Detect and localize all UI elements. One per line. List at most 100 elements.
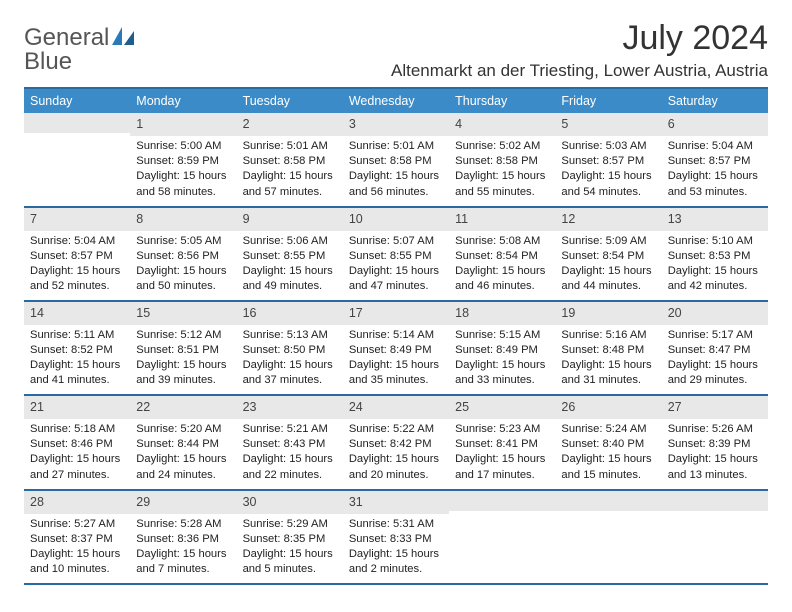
- daylight-text: Daylight: 15 hours and 50 minutes.: [136, 264, 230, 294]
- day-number: 30: [237, 491, 343, 514]
- day-number: 31: [343, 491, 449, 514]
- day-number: 12: [555, 208, 661, 231]
- brand-logo: General Blue: [24, 26, 134, 74]
- calendar-day: 27 Sunrise: 5:26 AMSunset: 8:39 PMDayligh…: [662, 396, 768, 488]
- day-number: 15: [130, 302, 236, 325]
- sunset-text: Sunset: 8:51 PM: [136, 343, 230, 358]
- sunset-text: Sunset: 8:49 PM: [455, 343, 549, 358]
- sunrise-text: Sunrise: 5:26 AM: [668, 422, 762, 437]
- calendar-day: [449, 491, 555, 583]
- daylight-text: Daylight: 15 hours and 10 minutes.: [30, 547, 124, 577]
- day-number: 8: [130, 208, 236, 231]
- day-number: 27: [662, 396, 768, 419]
- calendar-day: [555, 491, 661, 583]
- sunset-text: Sunset: 8:40 PM: [561, 437, 655, 452]
- day-details: Sunrise: 5:18 AMSunset: 8:46 PMDaylight:…: [24, 422, 130, 482]
- day-details: Sunrise: 5:05 AMSunset: 8:56 PMDaylight:…: [130, 234, 236, 294]
- calendar-day: [662, 491, 768, 583]
- daylight-text: Daylight: 15 hours and 46 minutes.: [455, 264, 549, 294]
- day-details: Sunrise: 5:23 AMSunset: 8:41 PMDaylight:…: [449, 422, 555, 482]
- sunset-text: Sunset: 8:54 PM: [455, 249, 549, 264]
- day-number: 19: [555, 302, 661, 325]
- calendar-day: 19Sunrise: 5:16 AMSunset: 8:48 PMDayligh…: [555, 302, 661, 394]
- day-number: 28: [24, 491, 130, 514]
- daylight-text: Daylight: 15 hours and 17 minutes.: [455, 452, 549, 482]
- sunrise-text: Sunrise: 5:10 AM: [668, 234, 762, 249]
- day-number: 9: [237, 208, 343, 231]
- sunset-text: Sunset: 8:42 PM: [349, 437, 443, 452]
- sunrise-text: Sunrise: 5:06 AM: [243, 234, 337, 249]
- calendar-day: 10 Sunrise: 5:07 AMSunset: 8:55 PMDayligh…: [343, 208, 449, 300]
- day-number: 29: [130, 491, 236, 514]
- calendar-day: 2Sunrise: 5:01 AMSunset: 8:58 PMDaylight…: [237, 113, 343, 205]
- brand-text-2: Blue: [24, 48, 72, 75]
- calendar-day: 21Sunrise: 5:18 AMSunset: 8:46 PMDayligh…: [24, 396, 130, 488]
- daylight-text: Daylight: 15 hours and 53 minutes.: [668, 169, 762, 199]
- daylight-text: Daylight: 15 hours and 52 minutes.: [30, 264, 124, 294]
- location-text: Altenmarkt an der Triesting, Lower Austr…: [391, 61, 768, 81]
- daylight-text: Daylight: 15 hours and 49 minutes.: [243, 264, 337, 294]
- calendar-day: 30Sunrise: 5:29 AMSunset: 8:35 PMDayligh…: [237, 491, 343, 583]
- calendar-week: 28Sunrise: 5:27 AMSunset: 8:37 PMDayligh…: [24, 491, 768, 585]
- dow-wednesday: Wednesday: [343, 89, 449, 113]
- day-number: 7: [24, 208, 130, 231]
- sunrise-text: Sunrise: 5:04 AM: [668, 139, 762, 154]
- sunrise-text: Sunrise: 5:15 AM: [455, 328, 549, 343]
- sunset-text: Sunset: 8:59 PM: [136, 154, 230, 169]
- calendar-day: 31Sunrise: 5:31 AMSunset: 8:33 PMDayligh…: [343, 491, 449, 583]
- calendar-day: 23Sunrise: 5:21 AMSunset: 8:43 PMDayligh…: [237, 396, 343, 488]
- daylight-text: Daylight: 15 hours and 56 minutes.: [349, 169, 443, 199]
- sunrise-text: Sunrise: 5:28 AM: [136, 517, 230, 532]
- day-number: [24, 113, 130, 133]
- day-number: 22: [130, 396, 236, 419]
- sunset-text: Sunset: 8:46 PM: [30, 437, 124, 452]
- sunset-text: Sunset: 8:35 PM: [243, 532, 337, 547]
- calendar-week: 14Sunrise: 5:11 AMSunset: 8:52 PMDayligh…: [24, 302, 768, 396]
- day-number: 26: [555, 396, 661, 419]
- calendar-week: 1Sunrise: 5:00 AMSunset: 8:59 PMDaylight…: [24, 113, 768, 207]
- day-number: 10: [343, 208, 449, 231]
- calendar-day: [24, 113, 130, 205]
- day-details: Sunrise: 5:22 AMSunset: 8:42 PMDaylight:…: [343, 422, 449, 482]
- sunrise-text: Sunrise: 5:20 AM: [136, 422, 230, 437]
- daylight-text: Daylight: 15 hours and 5 minutes.: [243, 547, 337, 577]
- sunrise-text: Sunrise: 5:08 AM: [455, 234, 549, 249]
- daylight-text: Daylight: 15 hours and 57 minutes.: [243, 169, 337, 199]
- day-number: 17: [343, 302, 449, 325]
- sunrise-text: Sunrise: 5:02 AM: [455, 139, 549, 154]
- sunrise-text: Sunrise: 5:01 AM: [349, 139, 443, 154]
- day-details: Sunrise: 5:26 AMSunset: 8:39 PMDaylight:…: [662, 422, 768, 482]
- daylight-text: Daylight: 15 hours and 44 minutes.: [561, 264, 655, 294]
- sunset-text: Sunset: 8:37 PM: [30, 532, 124, 547]
- day-number: [449, 491, 555, 511]
- day-number: 11: [449, 208, 555, 231]
- sunrise-text: Sunrise: 5:11 AM: [30, 328, 124, 343]
- sunset-text: Sunset: 8:58 PM: [243, 154, 337, 169]
- day-details: Sunrise: 5:13 AMSunset: 8:50 PMDaylight:…: [237, 328, 343, 388]
- day-details: Sunrise: 5:28 AMSunset: 8:36 PMDaylight:…: [130, 517, 236, 577]
- daylight-text: Daylight: 15 hours and 42 minutes.: [668, 264, 762, 294]
- sunset-text: Sunset: 8:33 PM: [349, 532, 443, 547]
- day-number: 2: [237, 113, 343, 136]
- daylight-text: Daylight: 15 hours and 58 minutes.: [136, 169, 230, 199]
- day-details: Sunrise: 5:17 AMSunset: 8:47 PMDaylight:…: [662, 328, 768, 388]
- sunrise-text: Sunrise: 5:24 AM: [561, 422, 655, 437]
- day-number: 3: [343, 113, 449, 136]
- day-details: Sunrise: 5:01 AMSunset: 8:58 PMDaylight:…: [343, 139, 449, 199]
- day-details: Sunrise: 5:02 AMSunset: 8:58 PMDaylight:…: [449, 139, 555, 199]
- daylight-text: Daylight: 15 hours and 35 minutes.: [349, 358, 443, 388]
- sunrise-text: Sunrise: 5:07 AM: [349, 234, 443, 249]
- sunrise-text: Sunrise: 5:04 AM: [30, 234, 124, 249]
- daylight-text: Daylight: 15 hours and 20 minutes.: [349, 452, 443, 482]
- day-number: 20: [662, 302, 768, 325]
- page-header: General Blue July 2024 Altenmarkt an der…: [24, 20, 768, 81]
- title-block: July 2024 Altenmarkt an der Triesting, L…: [391, 20, 768, 81]
- brand-text-1: General: [24, 24, 109, 51]
- day-details: Sunrise: 5:07 AMSunset: 8:55 PMDaylight:…: [343, 234, 449, 294]
- sunrise-text: Sunrise: 5:12 AM: [136, 328, 230, 343]
- calendar-day: 25Sunrise: 5:23 AMSunset: 8:41 PMDayligh…: [449, 396, 555, 488]
- dow-tuesday: Tuesday: [237, 89, 343, 113]
- dow-monday: Monday: [130, 89, 236, 113]
- daylight-text: Daylight: 15 hours and 7 minutes.: [136, 547, 230, 577]
- sunrise-text: Sunrise: 5:16 AM: [561, 328, 655, 343]
